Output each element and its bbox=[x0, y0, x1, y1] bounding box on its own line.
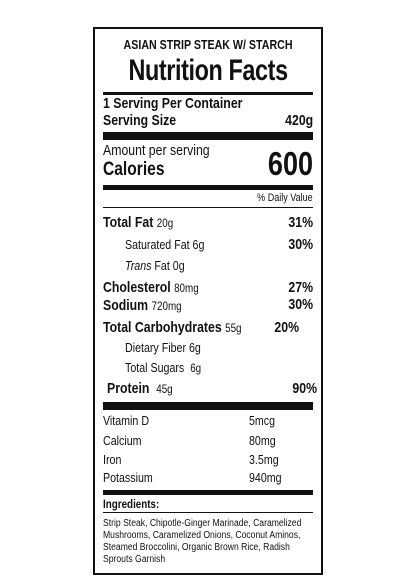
total-carbohydrates-label: Total Carbohydrates bbox=[103, 319, 222, 336]
cholesterol-dv: 27% bbox=[288, 279, 313, 296]
nutrition-label-inner: ASIAN STRIP STEAK W/ STARCH Nutrition Fa… bbox=[103, 29, 317, 573]
total-sugars-row: Total Sugars 6g bbox=[125, 360, 218, 375]
total-carbohydrates-amount: 55g bbox=[225, 321, 242, 335]
calcium-name: Calcium bbox=[103, 433, 142, 448]
divider-thin bbox=[103, 92, 313, 95]
divider-thick-2 bbox=[103, 402, 313, 410]
vitamin-d-value: 5mcg bbox=[249, 413, 276, 428]
sodium-label: Sodium bbox=[103, 297, 149, 314]
protein-row: Protein 45g bbox=[107, 380, 187, 397]
divider-thick bbox=[103, 132, 313, 140]
total-fat-row: Total Fat 20g bbox=[103, 214, 189, 231]
sodium-amount: 720mg bbox=[151, 299, 182, 313]
total-carbohydrates-dv: 20% bbox=[274, 319, 299, 336]
nutrition-label: ASIAN STRIP STEAK W/ STARCH Nutrition Fa… bbox=[93, 27, 323, 575]
servings-per-container: 1 Serving Per Container bbox=[103, 95, 243, 112]
total-carbohydrates-row: Total Carbohydrates 55g bbox=[103, 319, 272, 336]
total-fat-label: Total Fat bbox=[103, 214, 154, 231]
ingredients-label: Ingredients: bbox=[103, 497, 160, 511]
nutrition-facts-title: Nutrition Facts bbox=[128, 54, 288, 87]
sodium-row: Sodium 720mg bbox=[103, 297, 199, 314]
cholesterol-amount: 80mg bbox=[174, 281, 199, 295]
serving-size-label: Serving Size bbox=[103, 112, 177, 129]
calcium-value: 80mg bbox=[249, 433, 276, 448]
cholesterol-label: Cholesterol bbox=[103, 279, 171, 296]
product-name: ASIAN STRIP STEAK W/ STARCH bbox=[123, 37, 293, 52]
cholesterol-row: Cholesterol 80mg bbox=[103, 279, 220, 296]
serving-size-value: 420g bbox=[284, 112, 313, 129]
trans-fat-row: Trans Fat 0g bbox=[125, 258, 198, 273]
protein-dv: 90% bbox=[292, 380, 317, 397]
saturated-fat-dv: 30% bbox=[288, 236, 313, 253]
total-fat-dv: 31% bbox=[288, 214, 313, 231]
amount-per-serving: Amount per serving bbox=[103, 142, 210, 159]
trans-fat-rest: Fat 0g bbox=[151, 258, 185, 273]
dietary-fiber-row: Dietary Fiber 6g bbox=[125, 340, 201, 355]
ingredients-text: Strip Steak, Chipotle-Ginger Marinade, C… bbox=[103, 518, 302, 565]
sodium-dv: 30% bbox=[288, 296, 313, 313]
total-sugars-label: Total Sugars bbox=[125, 360, 185, 375]
divider-ingredients bbox=[103, 512, 313, 513]
saturated-fat-row: Saturated Fat 6g bbox=[125, 237, 205, 252]
total-sugars-amount: 6g bbox=[190, 361, 202, 375]
divider-medium-2 bbox=[103, 490, 313, 495]
total-fat-amount: 20g bbox=[156, 216, 174, 230]
trans-fat-italic: Trans bbox=[125, 258, 152, 273]
divider-medium bbox=[103, 185, 313, 190]
vitamin-d-name: Vitamin D bbox=[103, 413, 150, 428]
calories-label: Calories bbox=[103, 159, 165, 180]
protein-label: Protein bbox=[107, 380, 150, 397]
calories-value: 600 bbox=[267, 145, 313, 182]
potassium-name: Potassium bbox=[103, 470, 153, 485]
iron-name: Iron bbox=[103, 452, 122, 467]
daily-value-header: % Daily Value bbox=[257, 192, 313, 204]
protein-amount: 45g bbox=[156, 382, 173, 396]
divider-hairline bbox=[103, 207, 313, 208]
potassium-value: 940mg bbox=[249, 470, 282, 485]
iron-value: 3.5mg bbox=[249, 452, 279, 467]
